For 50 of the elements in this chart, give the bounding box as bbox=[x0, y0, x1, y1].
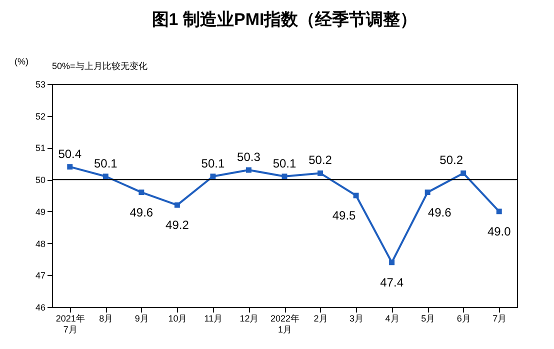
text: 50.3 bbox=[237, 150, 260, 164]
point bbox=[389, 260, 395, 266]
x-tick-label: 9月 bbox=[134, 314, 149, 324]
y-tick-label: 53 bbox=[35, 80, 46, 90]
text: 50.1 bbox=[272, 156, 296, 170]
text: 50.4 bbox=[58, 146, 82, 161]
point bbox=[138, 190, 144, 196]
x-tick-label: 2021年 7月 bbox=[56, 314, 85, 334]
point bbox=[67, 164, 73, 170]
x-tick-label: 11月 bbox=[204, 314, 223, 324]
x-tick-label: 2022年 1月 bbox=[270, 314, 300, 334]
text: 50%=与上月比较无变化 bbox=[52, 61, 148, 71]
y-tick-label: 49 bbox=[35, 206, 46, 217]
text: 50.2 bbox=[440, 153, 464, 168]
x-tick-label: 3月 bbox=[350, 314, 364, 324]
y-axis-title: (%) bbox=[14, 56, 28, 66]
x-tick-label: 5月 bbox=[421, 314, 436, 324]
y-tick-label: 46 bbox=[35, 302, 46, 312]
x-tick-label: 6月 bbox=[456, 314, 471, 324]
x-tick-label: 8月 bbox=[99, 314, 114, 324]
x-tick-label: 7月 bbox=[492, 314, 507, 324]
text: 49.0 bbox=[487, 224, 511, 238]
y-tick-label: 47 bbox=[35, 270, 46, 281]
point bbox=[174, 202, 180, 208]
point bbox=[460, 170, 466, 176]
text: 47.4 bbox=[380, 275, 404, 290]
x-tick-label: 2月 bbox=[314, 314, 328, 324]
point bbox=[496, 208, 502, 214]
x-tick-label: 12月 bbox=[240, 314, 259, 324]
text: 49.2 bbox=[166, 218, 189, 232]
point bbox=[282, 174, 288, 180]
text: 49.5 bbox=[332, 208, 356, 222]
x-tick-label: 4月 bbox=[385, 314, 400, 324]
text: 50.1 bbox=[201, 156, 225, 170]
y-tick-label: 51 bbox=[35, 143, 46, 154]
text: 49.6 bbox=[130, 205, 154, 220]
y-tick-label: 52 bbox=[35, 111, 46, 122]
point bbox=[353, 192, 359, 198]
y-tick-label: 50 bbox=[35, 175, 46, 186]
point bbox=[424, 190, 430, 196]
point bbox=[210, 174, 216, 180]
point bbox=[246, 167, 252, 173]
y-tick-label: 48 bbox=[35, 238, 46, 249]
point bbox=[102, 174, 108, 180]
x-tick-label: 10月 bbox=[168, 314, 188, 324]
text: 50.2 bbox=[308, 153, 332, 168]
text: 50.1 bbox=[94, 156, 118, 170]
point bbox=[318, 170, 324, 176]
text: 49.6 bbox=[428, 205, 452, 220]
chart-title: 图1 制造业PMI指数（经季节调整） bbox=[152, 10, 418, 29]
